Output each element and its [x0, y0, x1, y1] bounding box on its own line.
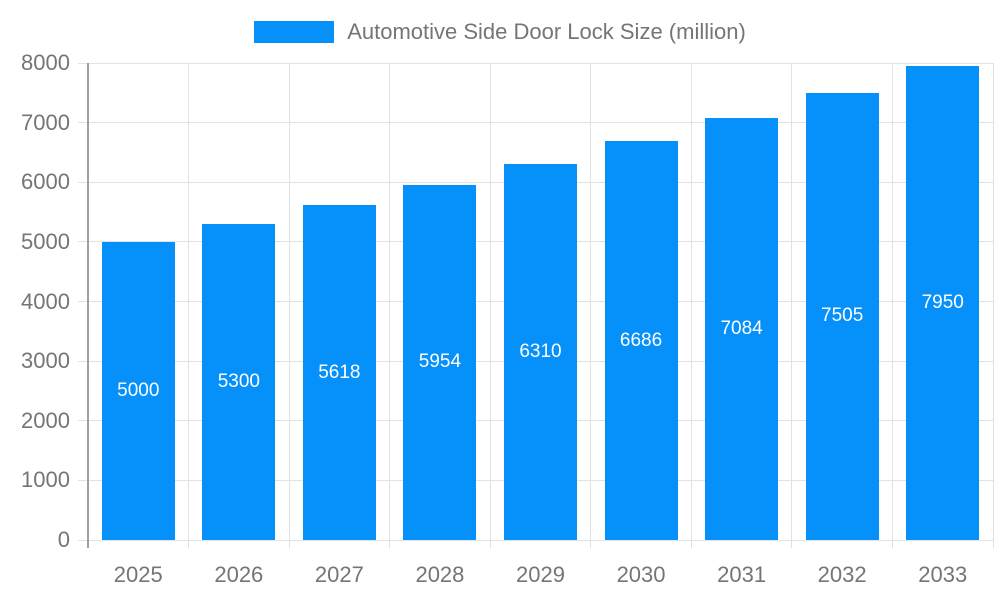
- legend-swatch: [254, 21, 335, 43]
- x-gridline: [489, 63, 491, 540]
- y-axis-tick: [78, 420, 88, 422]
- bar-value-label: 7950: [921, 291, 964, 313]
- y-gridline: [88, 539, 993, 541]
- x-axis-label: 2030: [616, 562, 666, 587]
- y-axis-tick: [78, 241, 88, 243]
- y-axis-label: 5000: [21, 228, 70, 254]
- y-axis-label: 0: [57, 527, 70, 552]
- x-gridline: [188, 63, 190, 540]
- x-axis-tick: [992, 540, 994, 548]
- bar-2027[interactable]: [302, 205, 376, 540]
- bar-value-label: 6310: [519, 340, 562, 362]
- bar-value-label: 5954: [418, 351, 462, 373]
- y-gridline: [88, 122, 993, 124]
- bar-2033[interactable]: [906, 65, 980, 540]
- y-axis-tick: [78, 181, 88, 183]
- x-axis-label: 2031: [717, 562, 767, 587]
- y-axis-tick: [78, 122, 88, 124]
- x-axis-tick: [288, 540, 290, 548]
- bar-value-label: 7084: [720, 317, 763, 339]
- x-axis-label: 2033: [918, 562, 968, 587]
- bar-2025[interactable]: [101, 241, 175, 540]
- x-axis-label: 2032: [817, 562, 867, 587]
- legend-label: Automotive Side Door Lock Size (million): [347, 19, 746, 44]
- y-axis-label: 4000: [21, 288, 70, 314]
- x-axis-label: 2028: [415, 562, 465, 587]
- x-gridline: [992, 63, 994, 540]
- bar-2032[interactable]: [805, 92, 879, 540]
- bar-2028[interactable]: [403, 184, 477, 540]
- x-gridline: [389, 63, 391, 540]
- x-axis-label: 2027: [314, 562, 364, 587]
- x-gridline: [288, 63, 290, 540]
- x-axis-tick: [489, 540, 491, 548]
- bar-value-label: 6686: [619, 329, 663, 351]
- y-axis-label: 3000: [21, 348, 70, 374]
- x-axis-tick: [791, 540, 793, 548]
- y-axis-line: [87, 63, 89, 548]
- x-axis-label: 2025: [113, 562, 163, 587]
- x-gridline: [590, 63, 592, 540]
- x-axis-label: 2029: [516, 562, 565, 587]
- y-axis-label: 8000: [21, 50, 70, 75]
- bar-2026[interactable]: [202, 223, 276, 540]
- x-axis-tick: [389, 540, 391, 548]
- x-axis-label: 2026: [214, 562, 264, 587]
- y-axis-tick: [78, 479, 88, 481]
- y-axis-tick: [78, 301, 88, 302]
- bar-value-label: 5000: [117, 379, 160, 401]
- y-axis-label: 7000: [21, 109, 70, 135]
- y-gridline: [88, 62, 993, 64]
- y-axis-tick: [78, 360, 88, 362]
- chart-legend[interactable]: Automotive Side Door Lock Size (million): [0, 18, 1000, 46]
- bar-2029[interactable]: [504, 163, 577, 540]
- x-axis-tick: [690, 540, 692, 548]
- x-axis-tick: [590, 540, 592, 548]
- bar-2031[interactable]: [705, 117, 779, 540]
- bar-2030[interactable]: [604, 141, 678, 540]
- x-axis-tick: [188, 540, 190, 548]
- x-axis-tick: [891, 540, 893, 548]
- y-axis-tick: [78, 539, 88, 541]
- y-axis-label: 6000: [21, 169, 70, 195]
- y-axis-label: 1000: [21, 467, 70, 493]
- bar-value-label: 5300: [217, 370, 260, 392]
- y-axis-tick: [78, 62, 88, 64]
- x-gridline: [891, 63, 893, 540]
- bar-value-label: 7505: [821, 305, 864, 327]
- bar-value-label: 5618: [318, 361, 361, 383]
- x-gridline: [791, 63, 793, 540]
- x-gridline: [690, 63, 692, 540]
- y-axis-label: 2000: [21, 407, 70, 433]
